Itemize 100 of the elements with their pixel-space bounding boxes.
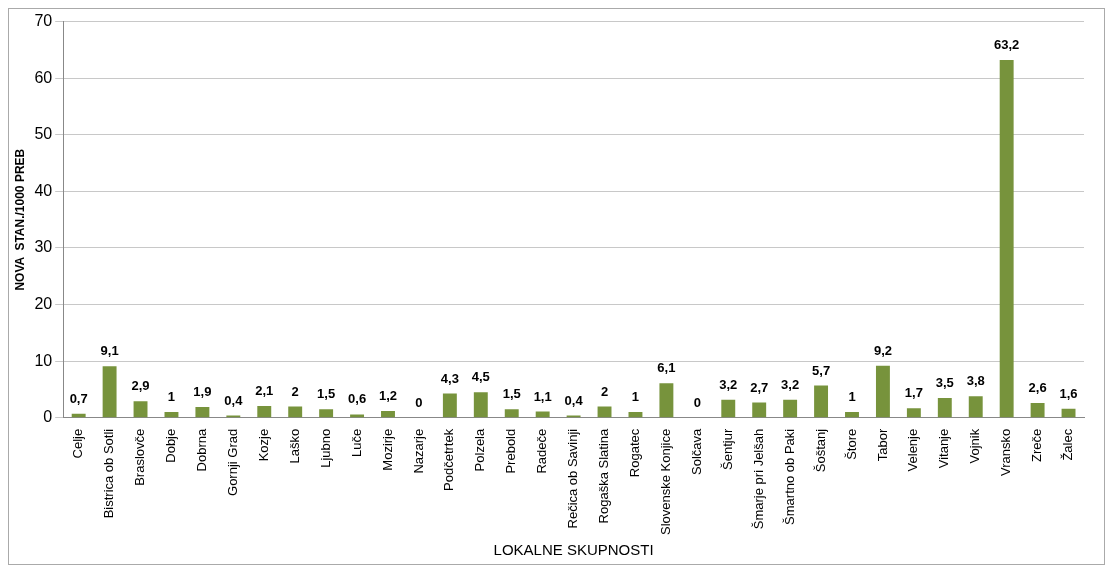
data-label: 1 <box>167 389 176 405</box>
y-tick-label: 30 <box>34 238 53 256</box>
bar <box>504 409 519 418</box>
data-label: 1,6 <box>1059 385 1078 401</box>
y-tick-label: 60 <box>34 68 53 86</box>
bar <box>814 385 829 418</box>
data-label: 1 <box>631 389 640 405</box>
x-tick-label: Zreče <box>1029 428 1045 463</box>
data-label: 4,5 <box>471 369 490 385</box>
data-label: 3,2 <box>781 376 800 392</box>
data-label: 3,5 <box>935 375 954 391</box>
data-label: 2,6 <box>1028 380 1047 396</box>
x-axis-title: LOKALNE SKUPNOSTI <box>493 541 654 559</box>
x-tick-label: Dobrna <box>193 428 209 472</box>
data-label: 0,4 <box>224 392 244 408</box>
bar <box>721 399 736 418</box>
y-tick-label: 50 <box>34 125 53 143</box>
data-label: 0 <box>693 394 701 410</box>
x-tick-label: Vitanje <box>936 428 952 469</box>
bar <box>473 392 488 418</box>
bar <box>999 60 1014 418</box>
data-label: 0,7 <box>69 390 88 406</box>
bar <box>257 405 272 418</box>
bar <box>875 365 890 418</box>
data-label: 63,2 <box>994 37 1020 53</box>
data-label: 2,7 <box>750 379 769 395</box>
bar <box>288 406 303 418</box>
x-tick-label: Polzela <box>472 428 488 472</box>
data-label: 0,4 <box>564 392 584 408</box>
data-label: 6,1 <box>657 360 676 376</box>
x-tick-label: Dobje <box>163 428 179 463</box>
x-tick-label: Rogatec <box>627 428 643 478</box>
data-label: 4,3 <box>440 370 459 386</box>
data-label: 2,1 <box>255 382 274 398</box>
x-tick-label: Slovenske Konjice <box>657 428 673 536</box>
x-tick-label: Radeče <box>534 428 550 474</box>
x-tick-label: Vojnik <box>967 428 983 464</box>
x-tick-label: Šoštanj <box>812 428 828 473</box>
x-tick-label: Žalec <box>1060 428 1076 461</box>
x-tick-label: Celje <box>70 428 86 459</box>
x-tick-label: Rečica ob Savinji <box>565 428 581 529</box>
x-tick-label: Laško <box>286 428 302 464</box>
x-tick-label: Nazarje <box>410 428 426 474</box>
x-tick-label: Velenje <box>905 428 921 472</box>
bar <box>906 408 921 418</box>
x-tick-label: Kozje <box>255 428 271 462</box>
x-tick-label: Šmartno ob Paki <box>781 428 797 525</box>
data-label: 2 <box>600 383 609 399</box>
bar <box>133 401 148 418</box>
x-tick-label: Rogaška Slatina <box>596 428 612 524</box>
bar <box>659 383 674 418</box>
data-label: 1,9 <box>193 384 212 400</box>
bar <box>1030 403 1045 418</box>
data-label: 2,9 <box>131 378 150 394</box>
y-tick-label: 40 <box>34 181 53 199</box>
x-tick-label: Šentjur <box>719 428 735 470</box>
bar <box>164 412 179 418</box>
bar <box>102 366 117 418</box>
x-tick-label: Bistrica ob Sotli <box>101 428 117 519</box>
bar <box>381 410 395 418</box>
data-label: 1,5 <box>317 386 336 402</box>
bar <box>783 399 798 418</box>
bar <box>628 412 643 418</box>
x-tick-label: Braslovče <box>132 428 148 486</box>
x-tick-label: Solčava <box>688 428 704 476</box>
data-label: 3,8 <box>966 373 985 389</box>
x-tick-label: Štore <box>843 428 859 460</box>
y-axis-title: NOVA STAN./1000 PREB <box>12 148 27 291</box>
bar <box>845 412 859 418</box>
data-label: 1,2 <box>378 388 398 404</box>
y-tick-label: 10 <box>34 351 53 369</box>
x-tick-label: Luče <box>348 428 364 457</box>
bar <box>937 397 952 418</box>
x-tick-label: Gornji Grad <box>224 428 240 496</box>
bar <box>442 393 457 418</box>
x-tick-label: Šmarje pri Jelšah <box>750 428 766 530</box>
x-tick-label: Podčetrtek <box>441 428 457 491</box>
bar <box>968 396 983 418</box>
y-tick-label: 20 <box>34 294 53 312</box>
data-label: 3,2 <box>719 376 738 392</box>
bar <box>319 409 334 418</box>
x-tick-label: Tabor <box>874 428 890 462</box>
data-label: 0,6 <box>348 391 367 407</box>
data-label: 2 <box>291 383 299 399</box>
data-label: 0 <box>415 394 423 410</box>
x-tick-label: Prebold <box>503 428 519 474</box>
bar <box>195 407 210 418</box>
y-tick-label: 70 <box>34 12 53 30</box>
bar <box>752 402 767 418</box>
data-label: 9,1 <box>100 343 119 359</box>
data-label: 1,1 <box>533 388 552 404</box>
data-label: 1 <box>848 389 856 405</box>
data-label: 1,5 <box>502 386 521 402</box>
bar <box>350 414 365 418</box>
x-tick-label: Mozirje <box>379 428 395 471</box>
x-tick-label: Ljubno <box>317 428 333 468</box>
x-tick-label: Vransko <box>998 428 1014 476</box>
data-label: 5,7 <box>812 362 831 378</box>
data-label: 1,7 <box>904 385 923 401</box>
bar <box>597 406 612 418</box>
